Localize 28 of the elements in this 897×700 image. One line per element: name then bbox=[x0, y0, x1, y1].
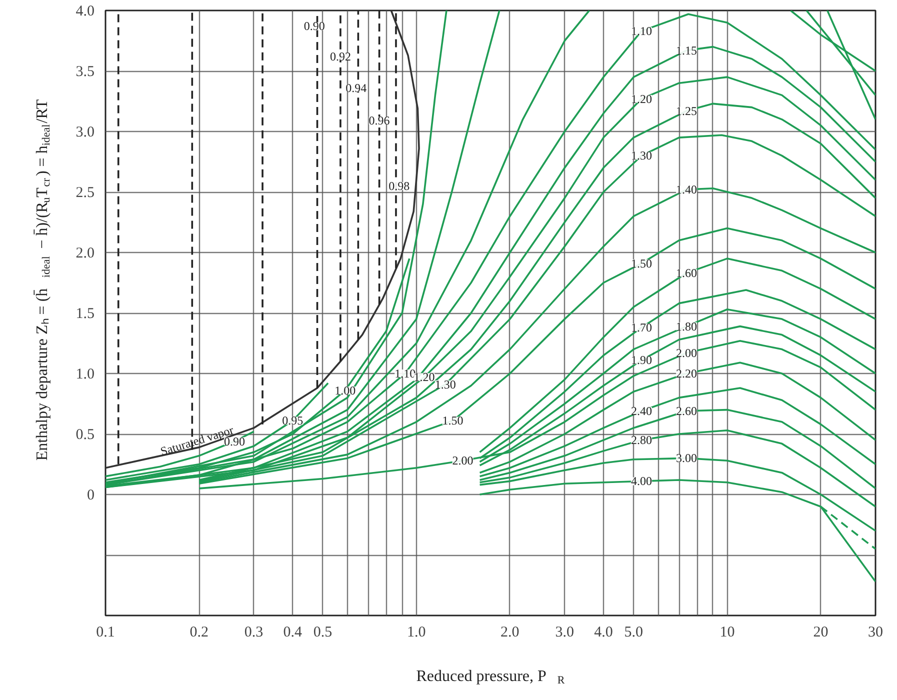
annotation: 0.98 bbox=[388, 178, 410, 193]
x-tick-label: 5.0 bbox=[624, 624, 643, 640]
y-tick-label: 4.0 bbox=[76, 4, 94, 20]
y-tick-label: 2.0 bbox=[76, 246, 94, 262]
x-tick-label: 0.2 bbox=[190, 624, 208, 640]
y-tick-label: 3.5 bbox=[76, 64, 94, 80]
y-tick-label: 1.0 bbox=[76, 366, 94, 382]
annotation: 0.92 bbox=[330, 49, 351, 64]
x-tick-label: 10 bbox=[720, 624, 735, 640]
y-tick-label: 0.5 bbox=[76, 427, 94, 443]
x-tick-label: 4.0 bbox=[594, 624, 613, 640]
x-tick-label: 30 bbox=[868, 624, 883, 640]
y-tick-label: 0 bbox=[87, 488, 94, 504]
x-tick-label: 1.0 bbox=[406, 624, 426, 640]
x-tick-label: 0.3 bbox=[244, 624, 264, 640]
x-tick-label: 0.5 bbox=[313, 624, 332, 640]
x-tick-label: 0.4 bbox=[283, 624, 303, 640]
x-tick-label: 0.1 bbox=[96, 624, 115, 640]
y-tick-label: 1.5 bbox=[76, 306, 94, 322]
annotation: 0.96 bbox=[368, 114, 390, 128]
text: Enthalpy departure Zₕ = (h̄ideal − h̄)/(RuTcr) = hideal/RT bbox=[34, 99, 52, 461]
y-tick-label: 3.0 bbox=[76, 124, 94, 140]
y-tick-label: 2.5 bbox=[76, 185, 94, 201]
x-tick-label: 20 bbox=[813, 624, 828, 640]
annotation: 0.94 bbox=[346, 80, 367, 95]
annotation: 0.90 bbox=[304, 19, 325, 34]
x-tick-label: 2.0 bbox=[500, 624, 520, 640]
x-tick-label: 3.0 bbox=[555, 624, 574, 640]
